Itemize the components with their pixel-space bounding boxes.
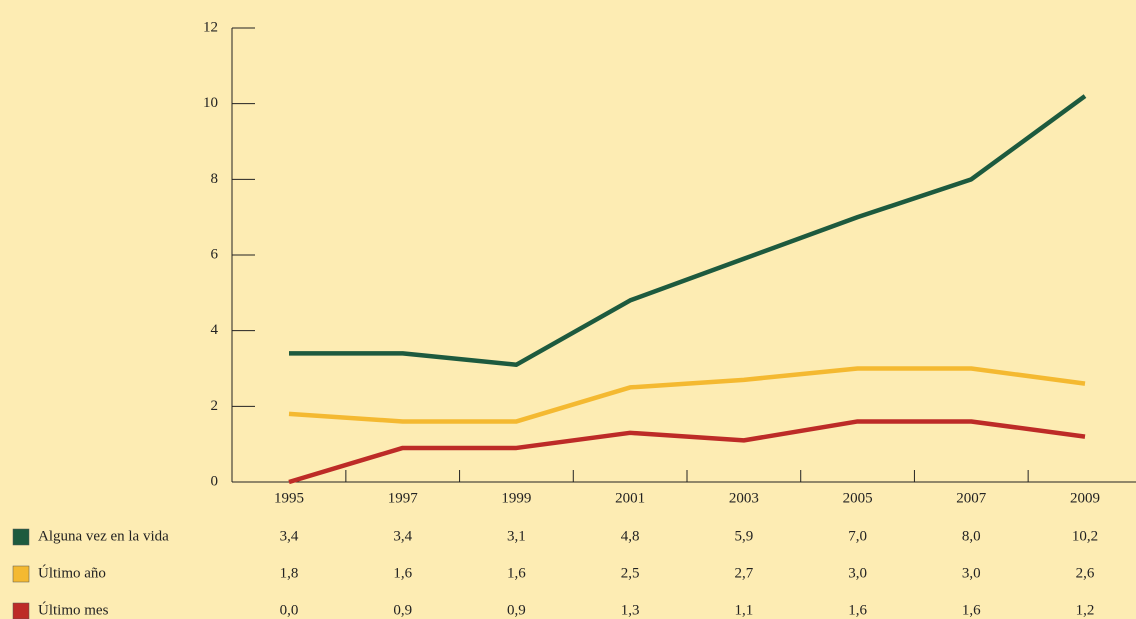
table-value: 3,0 xyxy=(962,565,981,581)
table-value: 2,6 xyxy=(1076,565,1095,581)
y-tick-label: 4 xyxy=(211,322,219,338)
table-value: 1,1 xyxy=(734,602,753,618)
x-tick-label: 2009 xyxy=(1070,490,1100,506)
series-line xyxy=(288,366,1086,424)
table-value: 10,2 xyxy=(1072,528,1098,544)
table-value: 3,1 xyxy=(507,528,526,544)
x-tick-label: 2005 xyxy=(843,490,873,506)
legend-label: Último mes xyxy=(38,601,109,618)
x-tick-label: 1999 xyxy=(501,490,531,506)
x-tick-label: 2007 xyxy=(956,490,987,506)
legend-label: Alguna vez en la vida xyxy=(38,528,169,544)
x-tick-label: 1997 xyxy=(388,490,419,506)
y-tick-label: 10 xyxy=(203,95,218,111)
y-tick-label: 2 xyxy=(211,398,219,414)
table-value: 1,6 xyxy=(393,565,412,581)
legend-label: Último año xyxy=(38,564,106,581)
table-value: 1,2 xyxy=(1076,602,1095,618)
series-line xyxy=(288,419,1086,485)
y-tick-label: 0 xyxy=(211,473,219,489)
table-value: 0,9 xyxy=(393,602,412,618)
table-value: 3,0 xyxy=(848,565,867,581)
table-value: 2,5 xyxy=(621,565,640,581)
y-tick-label: 12 xyxy=(203,19,218,35)
legend-swatch xyxy=(12,528,30,546)
table-value: 1,3 xyxy=(621,602,640,618)
table-value: 5,9 xyxy=(734,528,753,544)
x-tick-label: 1995 xyxy=(274,490,304,506)
x-tick-label: 2003 xyxy=(729,490,759,506)
series-line xyxy=(289,94,1087,367)
y-tick-label: 8 xyxy=(211,171,219,187)
table-value: 3,4 xyxy=(393,528,412,544)
table-value: 3,4 xyxy=(280,528,299,544)
legend-swatch xyxy=(12,565,30,583)
table-value: 1,6 xyxy=(507,565,526,581)
table-value: 1,6 xyxy=(848,602,867,618)
table-value: 2,7 xyxy=(734,565,753,581)
table-value: 4,8 xyxy=(621,528,640,544)
table-value: 1,8 xyxy=(280,565,299,581)
x-tick-label: 2001 xyxy=(615,490,645,506)
table-value: 0,9 xyxy=(507,602,526,618)
table-value: 1,6 xyxy=(962,602,981,618)
table-value: 0,0 xyxy=(280,602,299,618)
legend-swatch xyxy=(12,602,30,619)
y-tick-label: 6 xyxy=(211,246,219,262)
table-value: 7,0 xyxy=(848,528,867,544)
table-value: 8,0 xyxy=(962,528,981,544)
